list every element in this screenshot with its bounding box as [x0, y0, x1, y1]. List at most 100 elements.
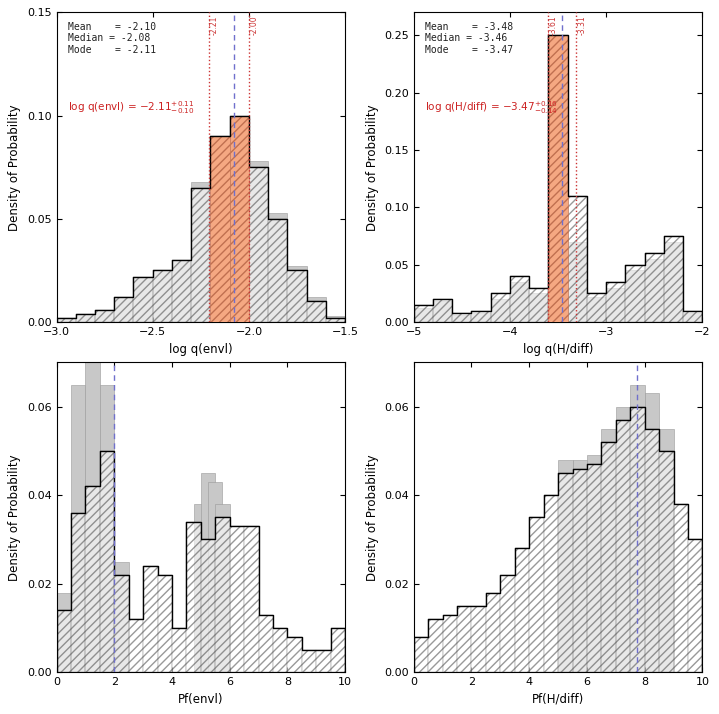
- Bar: [413, 637, 429, 673]
- Bar: [215, 504, 229, 673]
- Bar: [631, 385, 645, 673]
- Bar: [229, 116, 249, 322]
- Bar: [157, 575, 172, 673]
- Bar: [529, 293, 549, 322]
- Bar: [491, 299, 510, 322]
- Bar: [57, 593, 71, 673]
- Bar: [683, 311, 702, 322]
- Bar: [86, 486, 100, 673]
- Bar: [587, 464, 601, 673]
- Bar: [515, 548, 529, 673]
- Bar: [100, 385, 114, 673]
- Bar: [587, 297, 606, 322]
- Text: Mean    = -2.10
Median = -2.08
Mode    = -2.11: Mean = -2.10 Median = -2.08 Mode = -2.11: [68, 21, 156, 55]
- Bar: [307, 301, 326, 322]
- X-axis label: Pf(envl): Pf(envl): [178, 693, 224, 705]
- Bar: [201, 473, 215, 673]
- Bar: [114, 297, 134, 322]
- Bar: [664, 236, 683, 322]
- Bar: [186, 522, 201, 673]
- Text: -3.61: -3.61: [549, 16, 557, 35]
- Text: log q(envl) = $-2.11^{+0.11}_{-0.10}$: log q(envl) = $-2.11^{+0.11}_{-0.10}$: [68, 99, 195, 116]
- Bar: [486, 593, 500, 673]
- Bar: [57, 610, 71, 673]
- Bar: [664, 242, 683, 322]
- Bar: [659, 429, 674, 673]
- Bar: [172, 260, 191, 322]
- Bar: [211, 167, 229, 322]
- Bar: [587, 293, 606, 322]
- Bar: [211, 136, 229, 322]
- Bar: [57, 318, 75, 322]
- Bar: [645, 259, 664, 322]
- Bar: [273, 628, 288, 673]
- Bar: [191, 181, 211, 322]
- Text: -3.31: -3.31: [577, 16, 586, 35]
- Bar: [601, 429, 615, 673]
- Bar: [134, 277, 152, 322]
- Bar: [558, 473, 572, 673]
- Bar: [114, 575, 129, 673]
- Text: -2.00: -2.00: [250, 16, 259, 35]
- Bar: [143, 566, 157, 673]
- Bar: [433, 301, 452, 322]
- Bar: [683, 313, 702, 322]
- Bar: [95, 310, 114, 322]
- Bar: [193, 504, 208, 673]
- Bar: [413, 308, 433, 322]
- Bar: [152, 271, 172, 322]
- Bar: [71, 385, 86, 673]
- Bar: [510, 276, 529, 322]
- Bar: [429, 619, 443, 673]
- Bar: [413, 305, 433, 322]
- Bar: [129, 619, 143, 673]
- Bar: [472, 606, 486, 673]
- Bar: [268, 219, 288, 322]
- Bar: [249, 167, 268, 322]
- Bar: [457, 606, 472, 673]
- Bar: [307, 297, 326, 322]
- Bar: [688, 540, 702, 673]
- Bar: [288, 637, 302, 673]
- Bar: [529, 518, 544, 673]
- Bar: [75, 314, 95, 322]
- Text: log q(H/diff) = $-3.47^{+0.16}_{-0.14}$: log q(H/diff) = $-3.47^{+0.16}_{-0.14}$: [426, 99, 558, 116]
- Bar: [302, 650, 316, 673]
- Bar: [71, 513, 86, 673]
- Bar: [249, 161, 268, 322]
- Bar: [472, 313, 491, 322]
- Bar: [568, 242, 587, 322]
- Bar: [558, 460, 572, 673]
- Bar: [229, 526, 244, 673]
- Bar: [568, 196, 587, 322]
- Bar: [452, 315, 472, 322]
- Bar: [645, 253, 664, 322]
- Bar: [572, 460, 587, 673]
- X-axis label: log q(H/diff): log q(H/diff): [523, 343, 593, 356]
- Bar: [288, 266, 307, 322]
- Bar: [587, 456, 601, 673]
- Bar: [259, 615, 273, 673]
- Bar: [326, 316, 345, 322]
- Bar: [572, 468, 587, 673]
- Y-axis label: Density of Probability: Density of Probability: [365, 104, 379, 231]
- Text: Mean    = -3.48
Median = -3.46
Mode    = -3.47: Mean = -3.48 Median = -3.46 Mode = -3.47: [426, 21, 513, 55]
- Y-axis label: Density of Probability: Density of Probability: [365, 454, 379, 580]
- Bar: [191, 188, 211, 322]
- Bar: [452, 313, 472, 322]
- Bar: [172, 260, 191, 322]
- Bar: [631, 407, 645, 673]
- Bar: [75, 314, 95, 322]
- Bar: [86, 318, 100, 673]
- Bar: [491, 293, 510, 322]
- Bar: [615, 420, 631, 673]
- X-axis label: log q(envl): log q(envl): [169, 343, 233, 356]
- Bar: [57, 318, 75, 322]
- Bar: [201, 540, 215, 673]
- Bar: [229, 161, 249, 322]
- Bar: [674, 504, 688, 673]
- Bar: [659, 451, 674, 673]
- Bar: [626, 265, 645, 322]
- Bar: [288, 271, 307, 322]
- Bar: [645, 429, 659, 673]
